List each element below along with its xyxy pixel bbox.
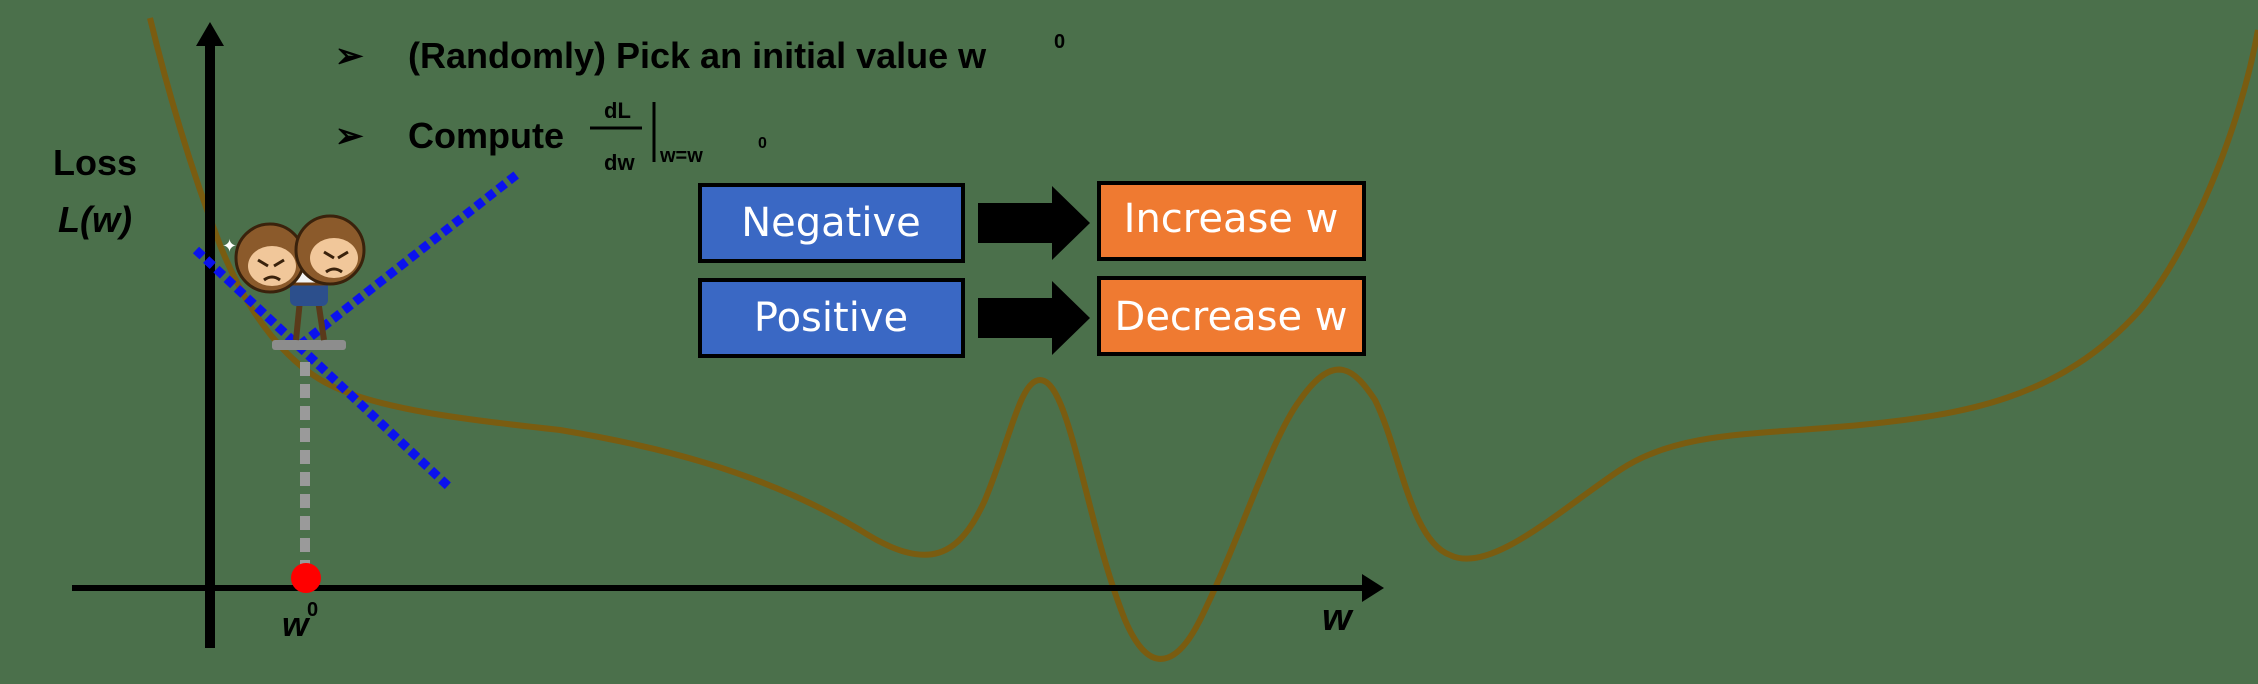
svg-text:0: 0 <box>758 135 767 152</box>
y-axis-label: Loss L(w) <box>53 142 137 240</box>
bullet-pick-initial: ➢ (Randomly) Pick an initial value w 0 <box>335 31 1065 76</box>
svg-text:Loss: Loss <box>53 142 137 183</box>
initial-point <box>291 563 321 593</box>
x-axis <box>72 574 1384 602</box>
rule-positive-row: Positive Decrease w <box>698 276 1366 358</box>
decrease-w-box <box>1097 276 1366 356</box>
svg-text:0: 0 <box>307 599 318 621</box>
svg-text:Positive: Positive <box>754 295 908 341</box>
increase-w-box <box>1097 181 1366 261</box>
bullet-compute-derivative: ➢ Compute dL dw w=w 0 <box>335 98 767 175</box>
svg-text:➢: ➢ <box>335 37 364 75</box>
tangent-positive-slope <box>297 168 523 349</box>
negative-box <box>698 183 965 263</box>
x-axis-label: w <box>1322 597 1354 639</box>
initial-point-label: w 0 <box>282 599 318 644</box>
svg-text:Negative: Negative <box>741 200 921 246</box>
svg-text:✦: ✦ <box>222 236 237 256</box>
tangent-negative-slope <box>192 246 452 490</box>
positive-box <box>698 278 965 358</box>
svg-text:w=w: w=w <box>659 145 703 167</box>
svg-text:Decrease w: Decrease w <box>1115 294 1348 340</box>
loss-curve <box>147 17 2258 662</box>
y-axis <box>196 22 224 648</box>
svg-text:0: 0 <box>1054 31 1065 53</box>
svg-text:dw: dw <box>604 150 635 175</box>
arrow-negative <box>978 186 1090 260</box>
rule-negative-row: Negative Increase w <box>698 181 1366 263</box>
svg-text:w: w <box>282 606 311 644</box>
arrow-positive <box>978 281 1090 355</box>
svg-text:L(w): L(w) <box>58 199 132 240</box>
svg-text:Increase w: Increase w <box>1124 196 1339 242</box>
svg-text:➢: ➢ <box>335 117 364 155</box>
monkey-figure: ✦ <box>222 214 366 350</box>
svg-text:(Randomly) Pick an initial val: (Randomly) Pick an initial value w <box>408 35 987 76</box>
svg-text:Compute: Compute <box>408 115 564 156</box>
svg-text:dL: dL <box>604 98 631 123</box>
